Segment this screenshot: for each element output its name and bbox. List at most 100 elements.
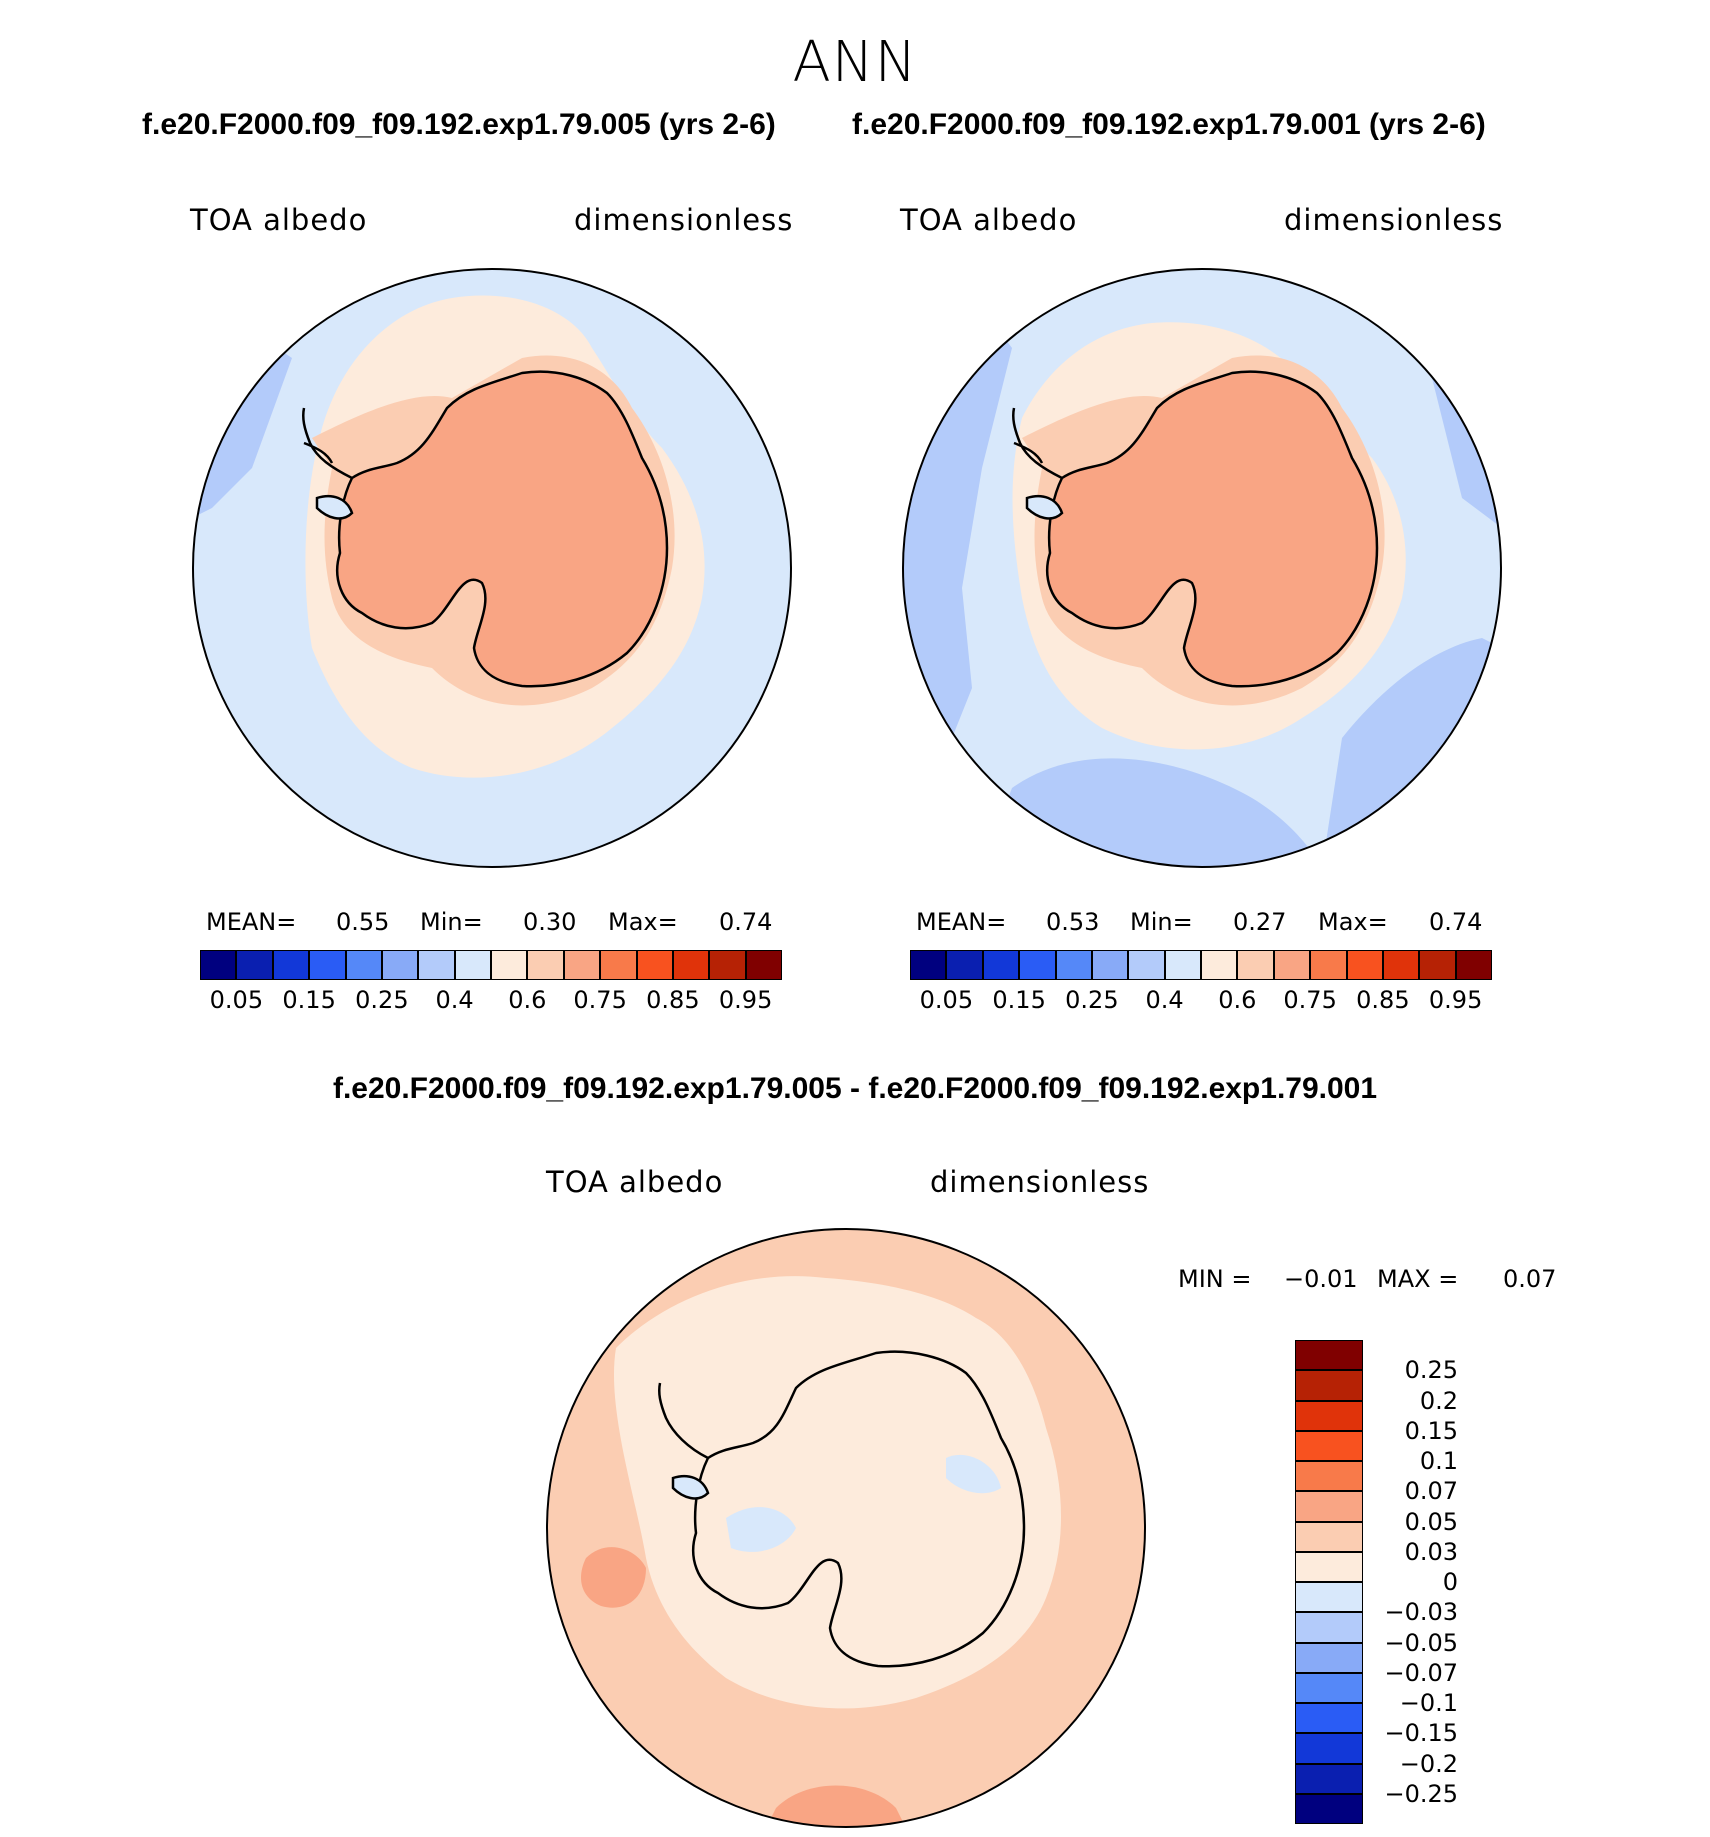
panel3-max-label: MAX = — [1377, 1265, 1459, 1293]
colorbar-panel1: 0.05 0.15 0.25 0.4 0.6 0.75 0.85 0.95 — [200, 950, 782, 1014]
colorbar-tick-label: −0.03 — [1384, 1598, 1458, 1627]
colorbar-box — [709, 950, 746, 980]
colorbar-box — [1382, 950, 1420, 980]
colorbar-box — [1237, 950, 1274, 980]
diff-positive-patch — [581, 1547, 646, 1608]
colorbar-tick-label: 0.1 — [1419, 1447, 1458, 1475]
colorbar-box — [1295, 1461, 1363, 1492]
colorbar-tick-label: −0.2 — [1399, 1749, 1458, 1778]
weddell-shelf-outline — [1025, 494, 1064, 520]
colorbar-box — [1295, 1642, 1363, 1673]
panel1-min-value: 0.30 — [523, 908, 577, 936]
colorbar-tick-label: 0.03 — [1404, 1537, 1458, 1566]
map-boundary — [902, 268, 1502, 868]
colorbar-box — [1455, 950, 1492, 980]
colorbar-box — [345, 950, 382, 980]
colorbar-box — [1019, 950, 1056, 980]
colorbar-tick-label: −0.07 — [1384, 1658, 1458, 1687]
colorbar-tick-label: −0.25 — [1384, 1779, 1458, 1808]
colorbar-box — [1295, 1400, 1363, 1431]
panel3-min-label: MIN = — [1178, 1265, 1252, 1293]
colorbar-tick-label: 0.85 — [646, 986, 700, 1014]
case1-title: f.e20.F2000.f09_f09.192.exp1.79.005 (yrs… — [142, 108, 776, 141]
colorbar-tick-label: 0.4 — [1145, 986, 1184, 1014]
panel1-max-label: Max= — [608, 908, 678, 936]
colorbar-box — [910, 950, 947, 980]
panel2-min-label: Min= — [1130, 908, 1193, 936]
colorbar-tick-label: −0.05 — [1384, 1628, 1458, 1657]
panel3-min-value: −0.01 — [1284, 1265, 1358, 1293]
colorbar-box — [1295, 1521, 1363, 1552]
colorbar-tick-label: 0.75 — [1283, 986, 1337, 1014]
colorbar-box — [1346, 950, 1383, 980]
colorbar-box — [200, 950, 237, 980]
colorbar-tick-label: 0.85 — [1356, 986, 1410, 1014]
colorbar-box — [527, 950, 564, 980]
panel2-min-value: 0.27 — [1233, 908, 1287, 936]
weddell-shelf-outline — [671, 1474, 710, 1500]
colorbar-tick-label: 0.4 — [435, 986, 474, 1014]
colorbar-tick-label: 0.07 — [1404, 1477, 1458, 1506]
panel2-variable-label: TOA albedo — [900, 203, 1078, 237]
colorbar-box — [1310, 950, 1347, 980]
diff-negative-patch — [946, 1454, 1001, 1494]
colorbar-tick-label: 0 — [1442, 1568, 1458, 1596]
colorbar-box — [1295, 1340, 1363, 1371]
panel1-max-value: 0.74 — [719, 908, 773, 936]
map-boundary — [546, 1228, 1146, 1828]
colorbar-box — [1055, 950, 1092, 980]
colorbar-box — [1295, 1582, 1363, 1613]
antarctic-peninsula — [658, 1382, 709, 1460]
colorbar-tick-label: 0.75 — [573, 986, 627, 1014]
colorbar-tick-label: 0.15 — [1404, 1416, 1458, 1445]
colorbar-box — [600, 950, 637, 980]
colorbar-box — [1295, 1370, 1363, 1401]
diff-positive-patch — [766, 1785, 906, 1827]
map-panel-difference — [546, 1228, 1146, 1828]
colorbar-tick-label: −0.1 — [1399, 1689, 1458, 1717]
colorbar-box — [418, 950, 455, 980]
colorbar-box — [1295, 1430, 1363, 1461]
panel1-units-label: dimensionless — [574, 203, 794, 237]
weddell-shelf-outline — [315, 494, 354, 520]
map-panel-1 — [192, 268, 792, 868]
colorbar-box — [745, 950, 782, 980]
colorbar-tick-label: 0.05 — [919, 986, 974, 1014]
panel2-mean-value: 0.53 — [1046, 908, 1100, 936]
colorbar-box — [309, 950, 346, 980]
colorbar-box — [1295, 1793, 1363, 1824]
colorbar-tick-label: 0.6 — [508, 986, 547, 1014]
panel2-max-value: 0.74 — [1429, 908, 1483, 936]
colorbar-tick-label: 0.15 — [992, 986, 1046, 1014]
colorbar-box — [1419, 950, 1456, 980]
colorbar-box — [1295, 1703, 1363, 1734]
colorbar-difference: 0.25 0.2 0.15 0.1 0.07 0.05 0.03 0 −0.03 −0.05 −0.… — [1295, 1340, 1458, 1824]
colorbar-tick-label: 0.05 — [1404, 1507, 1458, 1536]
panel3-variable-label: TOA albedo — [546, 1165, 724, 1199]
panel3-units-label: dimensionless — [930, 1165, 1150, 1199]
colorbar-box — [491, 950, 528, 980]
colorbar-box — [1164, 950, 1201, 980]
colorbar-box — [1295, 1491, 1363, 1522]
antarctic-peninsula — [302, 407, 353, 480]
panel1-variable-label: TOA albedo — [190, 203, 368, 237]
colorbar-tick-label: 0.15 — [282, 986, 336, 1014]
colorbar-box — [1295, 1763, 1363, 1794]
colorbar-tick-label: 0.2 — [1419, 1386, 1458, 1415]
colorbar-box — [982, 950, 1020, 980]
colorbar-box — [563, 950, 601, 980]
colorbar-box — [1295, 1612, 1363, 1643]
colorbar-tick-label: 0.95 — [718, 986, 773, 1014]
colorbar-box — [1273, 950, 1311, 980]
panel3-max-value: 0.07 — [1503, 1265, 1557, 1293]
panel2-mean-label: MEAN= — [916, 908, 1007, 936]
colorbar-box — [1295, 1672, 1363, 1703]
colorbar-box — [272, 950, 310, 980]
diff-negative-patch — [726, 1507, 796, 1552]
colorbar-tick-label: 0.05 — [209, 986, 264, 1014]
colorbar-box — [1295, 1733, 1363, 1764]
antarctic-peninsula — [1012, 407, 1063, 480]
colorbar-box — [1091, 950, 1129, 980]
panel2-units-label: dimensionless — [1284, 203, 1504, 237]
colorbar-box — [1128, 950, 1165, 980]
